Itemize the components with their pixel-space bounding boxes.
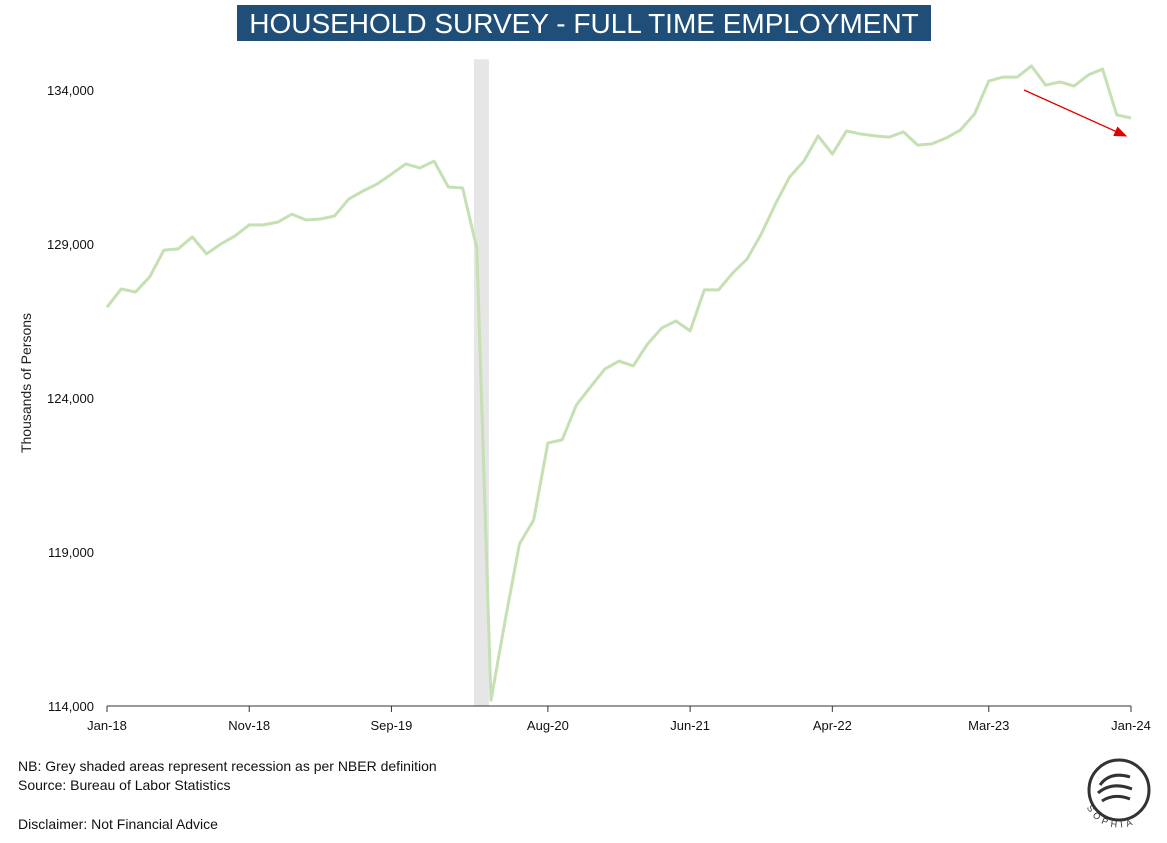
y-tick-label: 134,000 (47, 83, 94, 98)
x-tick-label: Jan-24 (1111, 718, 1151, 733)
logo-mark (1097, 773, 1133, 803)
data-line (105, 64, 1132, 702)
trend-arrow (1023, 89, 1128, 137)
logo: SOPHIA (1085, 758, 1151, 830)
x-tick-label: Sep-19 (370, 718, 412, 733)
x-tick-label: Nov-18 (228, 718, 270, 733)
y-tick-label: 129,000 (47, 237, 94, 252)
y-tick-label: 124,000 (47, 391, 94, 406)
x-tick-label: Jan-18 (87, 718, 127, 733)
y-tick-label: 119,000 (48, 545, 94, 560)
note: Source: Bureau of Labor Statistics (18, 777, 230, 793)
logo-ring (1087, 758, 1151, 822)
note: NB: Grey shaded areas represent recessio… (18, 758, 437, 774)
chart-title: HOUSEHOLD SURVEY - FULL TIME EMPLOYMENT (249, 8, 919, 39)
x-tick-label: Aug-20 (527, 718, 569, 733)
x-tick-label: Apr-22 (813, 718, 852, 733)
x-tick-label: Mar-23 (968, 718, 1009, 733)
x-tick-label: Jun-21 (670, 718, 710, 733)
note: Disclaimer: Not Financial Advice (18, 816, 218, 832)
title-box (237, 5, 931, 41)
y-tick-label: 114,000 (48, 699, 94, 714)
y-axis-label: Thousands of Persons (18, 313, 34, 453)
